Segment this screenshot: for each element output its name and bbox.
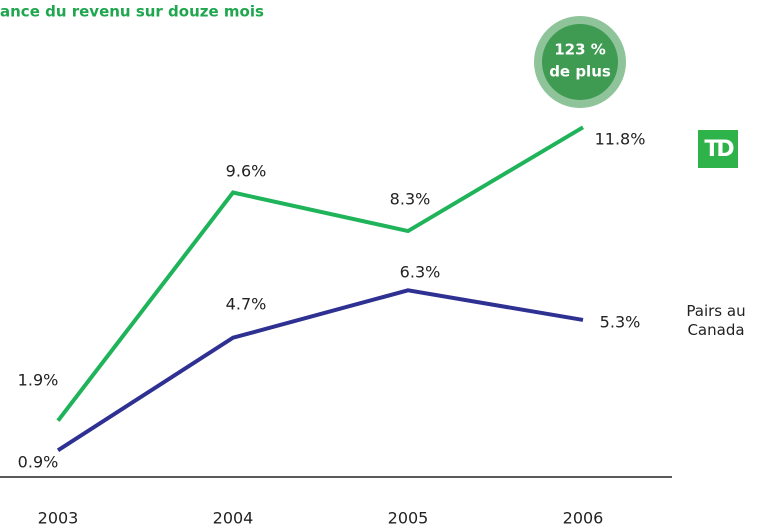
data-label: 8.3%: [390, 190, 431, 209]
data-label: 4.7%: [226, 295, 267, 314]
data-label: 0.9%: [18, 453, 59, 472]
x-tick-label: 2005: [388, 509, 429, 528]
badge-text: 123 %: [554, 41, 606, 59]
data-label: 11.8%: [595, 130, 646, 149]
data-label: 9.6%: [226, 162, 267, 181]
line: [56, 125, 585, 422]
chart-title: ance du revenu sur douze mois: [0, 3, 264, 21]
badge-text: de plus: [549, 63, 611, 81]
data-label: 1.9%: [18, 371, 59, 390]
x-tick-label: 2004: [213, 509, 254, 528]
badge-inner: [542, 24, 618, 100]
legend-label: Pairs au Canada: [686, 302, 746, 339]
legend-logo: [698, 130, 738, 168]
x-tick-label: 2003: [38, 509, 79, 528]
x-tick-label: 2006: [563, 509, 604, 528]
legend-label: TD: [704, 137, 734, 162]
data-label: 5.3%: [600, 313, 641, 332]
data-label: 6.3%: [400, 263, 441, 282]
line: [56, 288, 584, 453]
